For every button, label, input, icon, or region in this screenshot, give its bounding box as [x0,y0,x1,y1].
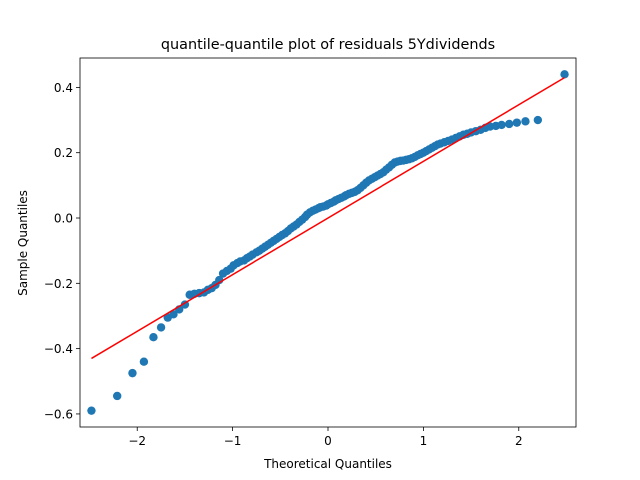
y-axis-ticks: −0.6 −0.4 −0.2 0.0 0.2 0.4 [44,81,80,421]
x-tick-label: −2 [128,434,146,448]
x-tick-label: 0 [324,434,332,448]
plot-area [87,70,569,415]
y-tick-label: −0.6 [44,407,73,421]
data-point [560,70,569,79]
y-tick-label: 0.0 [54,212,73,226]
y-tick-label: −0.4 [44,342,73,356]
data-point [512,118,522,127]
y-tick-label: 0.2 [54,146,73,160]
y-axis-label: Sample Quantiles [16,190,30,296]
x-tick-label: 1 [420,434,428,448]
data-point [505,119,514,129]
data-point [521,117,530,126]
data-point [87,406,96,415]
scatter-points [87,70,569,415]
data-point [113,391,122,401]
x-axis-label: Theoretical Quantiles [263,457,392,471]
data-point [156,323,166,332]
y-tick-label: 0.4 [54,81,73,95]
data-point [149,332,158,342]
x-axis-ticks: −2 −1 0 1 2 [128,427,523,448]
data-point [533,115,543,125]
chart-title: quantile-quantile plot of residuals 5Ydi… [161,37,495,53]
data-point [139,357,149,366]
data-point [497,120,506,130]
data-point [169,310,178,319]
data-point [128,368,137,378]
x-tick-label: −1 [224,434,242,448]
y-tick-label: −0.2 [44,277,73,291]
x-tick-label: 2 [515,434,523,448]
reference-line-layer [91,76,565,360]
reference-line [91,76,565,360]
